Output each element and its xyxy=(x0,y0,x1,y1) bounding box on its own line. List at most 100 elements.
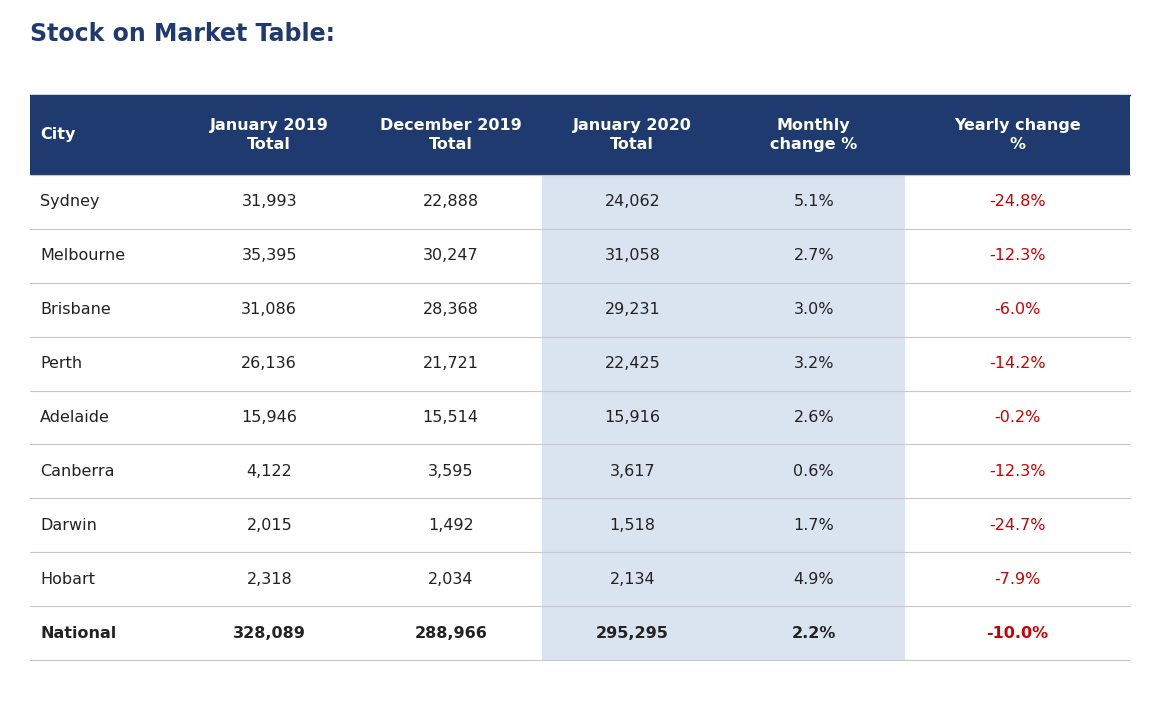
Bar xyxy=(30,391,179,444)
Text: 4,122: 4,122 xyxy=(246,464,292,479)
Bar xyxy=(905,229,1130,283)
Text: 2.7%: 2.7% xyxy=(793,249,834,263)
Text: 295,295: 295,295 xyxy=(596,626,668,641)
Text: -14.2%: -14.2% xyxy=(989,356,1045,371)
Text: -6.0%: -6.0% xyxy=(994,302,1041,318)
Text: December 2019
Total: December 2019 Total xyxy=(379,118,522,152)
Bar xyxy=(542,229,723,283)
Bar xyxy=(30,552,179,606)
Bar xyxy=(179,444,360,498)
Bar xyxy=(360,283,542,337)
Bar xyxy=(723,552,905,606)
Text: 2,318: 2,318 xyxy=(246,572,292,586)
Text: Adelaide: Adelaide xyxy=(39,410,110,425)
Bar xyxy=(179,175,360,229)
Text: Stock on Market Table:: Stock on Market Table: xyxy=(30,22,335,46)
Text: 15,514: 15,514 xyxy=(422,410,479,425)
Bar xyxy=(905,337,1130,391)
Text: 3,595: 3,595 xyxy=(428,464,473,479)
Text: 5.1%: 5.1% xyxy=(793,194,834,210)
Text: Perth: Perth xyxy=(39,356,82,371)
Text: 24,062: 24,062 xyxy=(604,194,660,210)
Bar xyxy=(723,606,905,660)
Text: 22,888: 22,888 xyxy=(422,194,479,210)
Text: 3.0%: 3.0% xyxy=(793,302,834,318)
Text: Sydney: Sydney xyxy=(39,194,100,210)
Bar xyxy=(30,175,179,229)
Text: 2.2%: 2.2% xyxy=(791,626,836,641)
Bar xyxy=(179,606,360,660)
Bar xyxy=(360,606,542,660)
Bar xyxy=(542,552,723,606)
Text: 31,058: 31,058 xyxy=(604,249,660,263)
Bar xyxy=(542,391,723,444)
Text: 35,395: 35,395 xyxy=(241,249,297,263)
Bar xyxy=(723,337,905,391)
Text: 2,015: 2,015 xyxy=(246,517,292,533)
Bar xyxy=(542,337,723,391)
Bar xyxy=(542,606,723,660)
Bar xyxy=(179,337,360,391)
Bar xyxy=(179,552,360,606)
Text: City: City xyxy=(39,127,75,142)
Bar xyxy=(30,95,1130,175)
Bar xyxy=(542,444,723,498)
Bar xyxy=(360,175,542,229)
Bar xyxy=(179,229,360,283)
Text: 26,136: 26,136 xyxy=(241,356,297,371)
Text: 3.2%: 3.2% xyxy=(793,356,834,371)
Text: Brisbane: Brisbane xyxy=(39,302,110,318)
Text: 21,721: 21,721 xyxy=(422,356,479,371)
Bar xyxy=(360,229,542,283)
Bar xyxy=(542,283,723,337)
Bar xyxy=(360,391,542,444)
Text: National: National xyxy=(39,626,116,641)
Text: Darwin: Darwin xyxy=(39,517,97,533)
Bar xyxy=(30,337,179,391)
Text: 31,086: 31,086 xyxy=(241,302,297,318)
Bar xyxy=(30,229,179,283)
Text: 31,993: 31,993 xyxy=(241,194,297,210)
Text: 1,492: 1,492 xyxy=(428,517,473,533)
Bar xyxy=(723,229,905,283)
Bar xyxy=(30,444,179,498)
Bar xyxy=(723,391,905,444)
Text: 1,518: 1,518 xyxy=(609,517,655,533)
Bar xyxy=(905,391,1130,444)
Bar xyxy=(542,175,723,229)
Text: Canberra: Canberra xyxy=(39,464,115,479)
Bar xyxy=(360,444,542,498)
Text: 3,617: 3,617 xyxy=(609,464,655,479)
Text: January 2020
Total: January 2020 Total xyxy=(573,118,691,152)
Text: -10.0%: -10.0% xyxy=(986,626,1049,641)
Text: 1.7%: 1.7% xyxy=(793,517,834,533)
Text: 15,946: 15,946 xyxy=(241,410,297,425)
Text: -24.7%: -24.7% xyxy=(989,517,1045,533)
Text: Melbourne: Melbourne xyxy=(39,249,125,263)
Text: 2,134: 2,134 xyxy=(609,572,655,586)
Text: 2.6%: 2.6% xyxy=(793,410,834,425)
Bar xyxy=(905,175,1130,229)
Bar xyxy=(30,606,179,660)
Bar xyxy=(179,283,360,337)
Bar xyxy=(723,283,905,337)
Bar xyxy=(723,444,905,498)
Text: -7.9%: -7.9% xyxy=(994,572,1041,586)
Bar xyxy=(360,552,542,606)
Bar xyxy=(723,175,905,229)
Text: 30,247: 30,247 xyxy=(423,249,479,263)
Bar xyxy=(30,498,179,552)
Text: Hobart: Hobart xyxy=(39,572,95,586)
Bar xyxy=(905,498,1130,552)
Bar xyxy=(360,498,542,552)
Text: -0.2%: -0.2% xyxy=(994,410,1041,425)
Bar xyxy=(905,283,1130,337)
Text: -24.8%: -24.8% xyxy=(989,194,1045,210)
Text: 4.9%: 4.9% xyxy=(793,572,834,586)
Bar xyxy=(723,498,905,552)
Text: January 2019
Total: January 2019 Total xyxy=(210,118,328,152)
Text: 28,368: 28,368 xyxy=(422,302,479,318)
Text: 0.6%: 0.6% xyxy=(793,464,834,479)
Bar xyxy=(542,498,723,552)
Bar xyxy=(905,444,1130,498)
